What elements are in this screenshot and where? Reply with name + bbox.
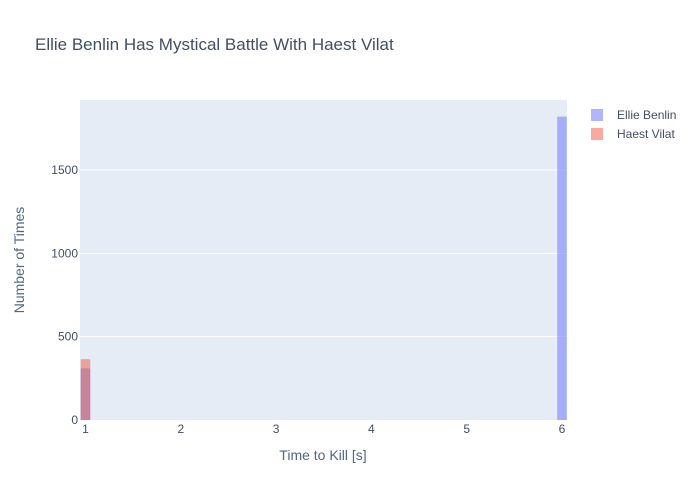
- legend-label: Ellie Benlin: [617, 108, 676, 122]
- x-tick-label: 6: [559, 422, 566, 436]
- y-tick-label: 0: [71, 413, 78, 427]
- legend-label: Haest Vilat: [617, 127, 675, 141]
- x-tick-label: 3: [273, 422, 280, 436]
- y-tick-label: 1500: [51, 163, 78, 177]
- bar-haest-vilat: [80, 359, 91, 420]
- x-axis-ticks: 1 2 3 4 5 6: [82, 422, 566, 436]
- x-tick-label: 4: [368, 422, 375, 436]
- x-tick-label: 5: [463, 422, 470, 436]
- gridlines: [80, 169, 567, 338]
- chart-title: Ellie Benlin Has Mystical Battle With Ha…: [35, 35, 394, 54]
- y-axis-ticks: 0 500 1000 1500: [51, 163, 78, 427]
- x-tick-label: 1: [82, 422, 89, 436]
- x-tick-label: 2: [177, 422, 184, 436]
- legend-item[interactable]: Ellie Benlin: [591, 108, 676, 122]
- legend: Ellie Benlin Haest Vilat: [591, 108, 676, 141]
- legend-item[interactable]: Haest Vilat: [591, 127, 675, 141]
- y-tick-label: 1000: [51, 246, 78, 260]
- y-tick-label: 500: [58, 330, 78, 344]
- y-axis-title: Number of Times: [11, 207, 27, 314]
- bars-layer: [80, 116, 567, 421]
- plot-area: [80, 100, 567, 420]
- legend-swatch: [591, 128, 603, 140]
- legend-swatch: [591, 109, 603, 121]
- bar-ellie-benlin: [557, 116, 567, 421]
- x-axis-title: Time to Kill [s]: [279, 447, 366, 463]
